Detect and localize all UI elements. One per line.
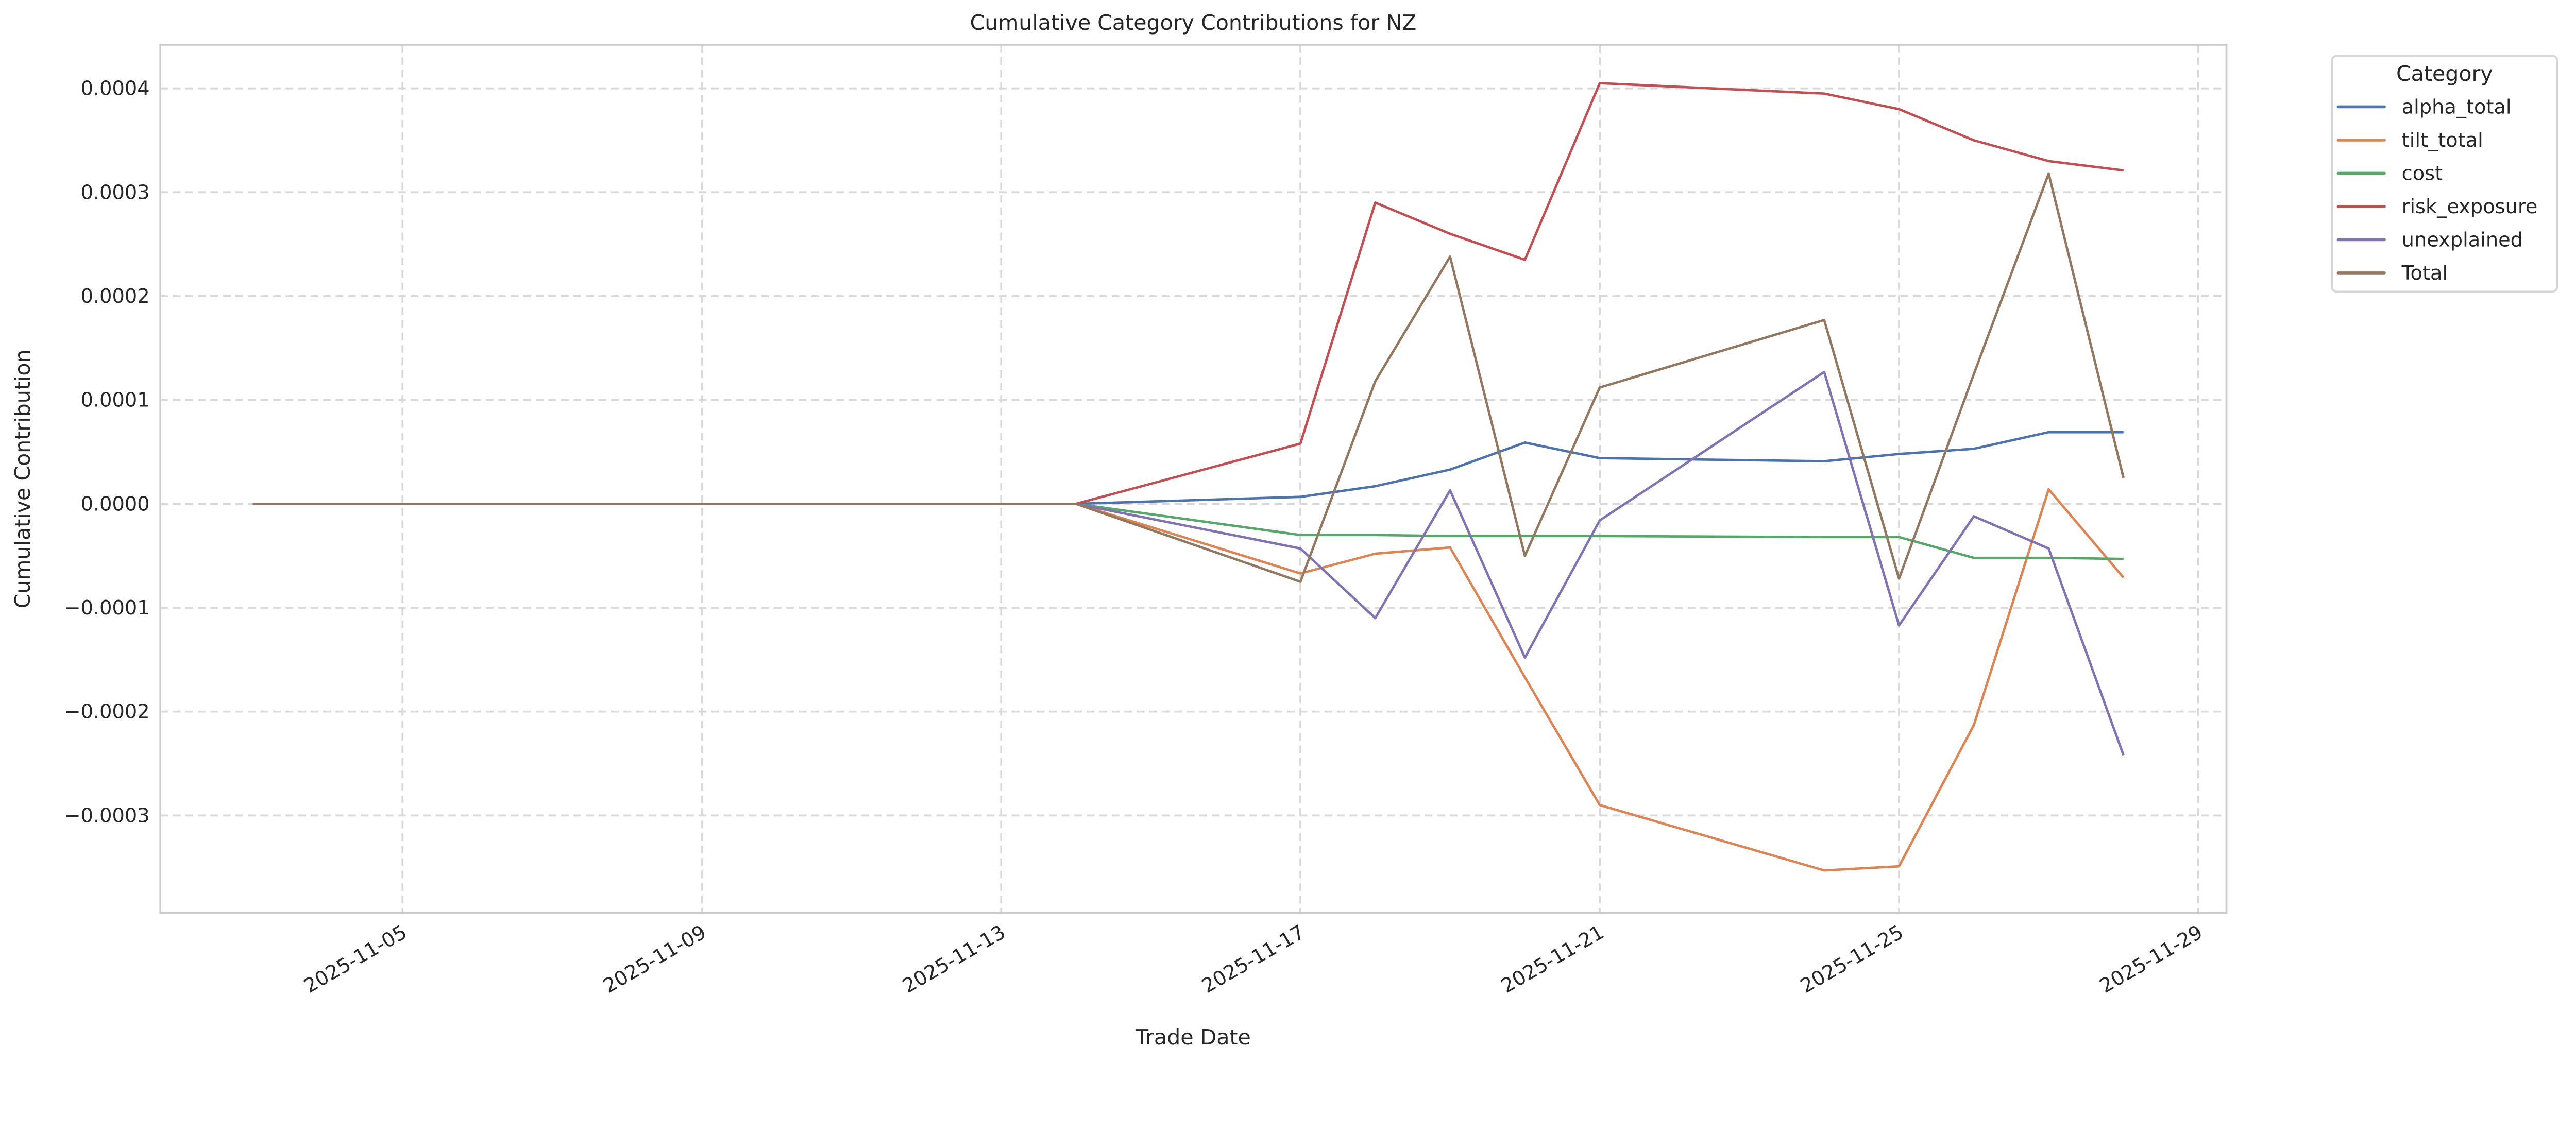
legend-label-risk_exposure: risk_exposure: [2402, 195, 2538, 218]
legend-label-alpha_total: alpha_total: [2402, 96, 2512, 119]
y-tick-label: 0.0002: [81, 285, 150, 308]
y-ticks: −0.0003 −0.0002 −0.0001 0.0000 0.0001 0.0002 0…: [64, 77, 150, 828]
y-axis-label: Cumulative Contribution: [10, 349, 35, 608]
background: [0, 0, 2576, 1058]
y-tick-label: −0.0003: [64, 804, 150, 827]
plot-frame: [159, 44, 2228, 914]
legend-label-unexplained: unexplained: [2402, 229, 2523, 252]
series-lines: [252, 82, 2125, 872]
legend-label-cost: cost: [2402, 162, 2443, 185]
legend-box: [2331, 55, 2558, 293]
y-tick-label: 0.0004: [81, 77, 150, 100]
y-tick-label: 0.0001: [81, 389, 150, 412]
y-tick-label: −0.0001: [64, 596, 150, 620]
chart: Cumulative Category Contributions for NZ…: [0, 0, 2576, 1058]
legend-label-tilt_total: tilt_total: [2402, 129, 2483, 152]
y-tick-label: 0.0000: [81, 492, 150, 516]
legend-title: Category: [2396, 61, 2493, 86]
x-axis-label: Trade Date: [1135, 1025, 1251, 1050]
y-tick-label: −0.0002: [64, 700, 150, 724]
series-line-Total: [252, 172, 2125, 583]
chart-title: Cumulative Category Contributions for NZ: [970, 10, 1416, 35]
y-tick-label: 0.0003: [81, 181, 150, 204]
legend-label-Total: Total: [2401, 262, 2448, 285]
